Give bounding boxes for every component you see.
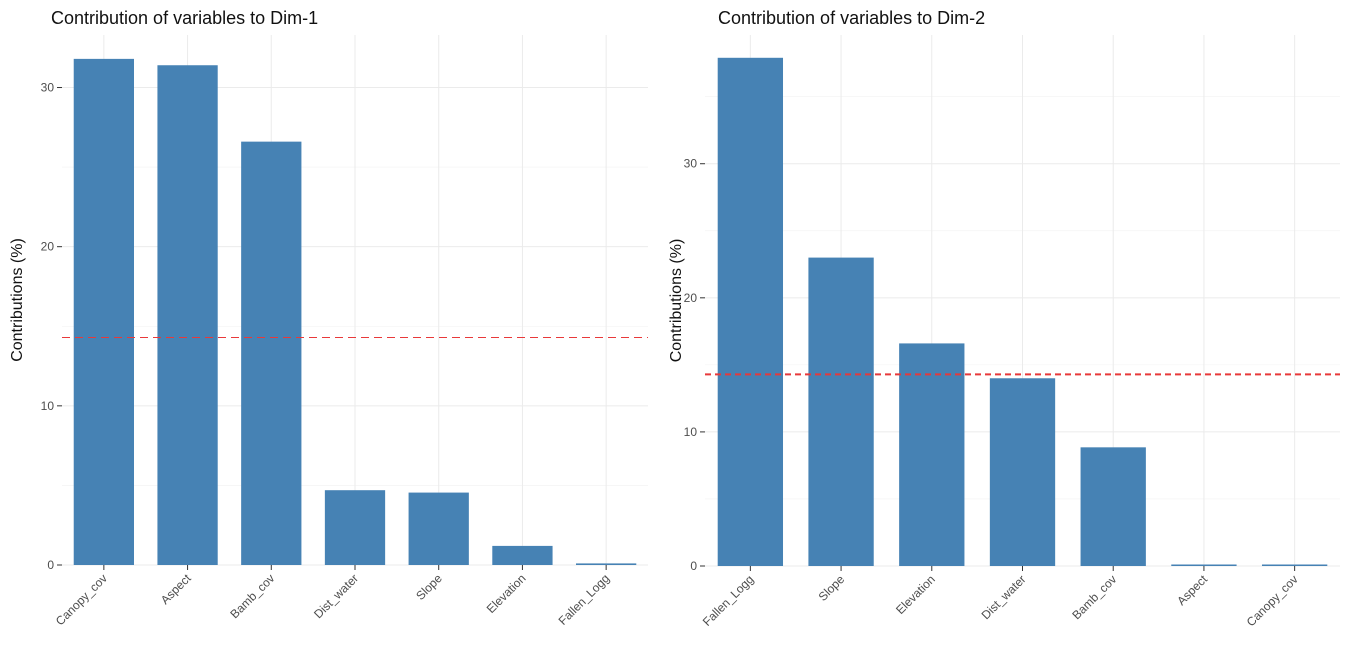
y-tick-label: 20 bbox=[684, 291, 698, 305]
bar-bamb-cov bbox=[1080, 447, 1146, 566]
y-tick-label: 10 bbox=[684, 425, 698, 439]
x-tick-label: Canopy_cov bbox=[1244, 572, 1301, 629]
bar-chart-dim1: 0 10 20 30 Canopy_cov Aspect Bamb_cov Dist_wate… bbox=[9, 35, 648, 628]
bar-aspect bbox=[157, 65, 218, 566]
bar-canopy-cov bbox=[73, 58, 134, 566]
y-axis-title: Contributions (%) bbox=[9, 238, 26, 362]
bar-bamb-cov bbox=[241, 141, 302, 565]
x-tick-label: Bamb_cov bbox=[227, 571, 277, 621]
y-tick-label: 0 bbox=[47, 558, 54, 572]
x-tick-label: Dist_water bbox=[979, 572, 1029, 622]
chart-panel-dim1: Contribution of variables to Dim-1 0 10 20… bbox=[0, 0, 660, 665]
x-tick-label: Aspect bbox=[158, 571, 194, 607]
x-tick-label: Slope bbox=[816, 572, 848, 604]
bar-dist-water bbox=[324, 490, 386, 565]
x-tick-label: Slope bbox=[413, 571, 445, 603]
x-tick-label: Elevation bbox=[893, 572, 938, 617]
y-tick-label: 30 bbox=[41, 81, 55, 95]
x-tick-label: Aspect bbox=[1174, 572, 1210, 608]
x-tick-label: Fallen_Logg bbox=[556, 571, 613, 628]
x-tick-label: Canopy_cov bbox=[53, 571, 110, 628]
bar-slope bbox=[808, 257, 874, 566]
bar-canopy-cov bbox=[1261, 564, 1328, 566]
x-tick-label: Bamb_cov bbox=[1069, 572, 1119, 622]
bar-slope bbox=[408, 492, 469, 565]
y-tick-label: 20 bbox=[41, 240, 55, 254]
x-tick-label: Fallen_Logg bbox=[700, 572, 757, 629]
chart-panel-dim2: Contribution of variables to Dim-2 0 10 20… bbox=[665, 0, 1347, 665]
bar-chart-dim2: 0 10 20 30 Fallen_Logg Slope Elevation Dist_wat… bbox=[668, 35, 1340, 629]
bar-fallen-logg bbox=[717, 57, 784, 566]
bar-elevation bbox=[899, 343, 965, 566]
bar-aspect bbox=[1171, 564, 1237, 566]
x-tick-label: Dist_water bbox=[311, 571, 361, 621]
chart-title: Contribution of variables to Dim-2 bbox=[718, 8, 986, 28]
y-tick-label: 10 bbox=[41, 399, 55, 413]
y-tick-label: 0 bbox=[690, 559, 697, 573]
x-tick-label: Elevation bbox=[484, 571, 529, 616]
bar-dist-water bbox=[989, 378, 1056, 566]
y-axis-title: Contributions (%) bbox=[668, 239, 685, 363]
bar-fallen-logg bbox=[576, 563, 637, 565]
chart-title: Contribution of variables to Dim-1 bbox=[51, 8, 319, 28]
bar-elevation bbox=[492, 545, 553, 565]
y-tick-label: 30 bbox=[684, 157, 698, 171]
